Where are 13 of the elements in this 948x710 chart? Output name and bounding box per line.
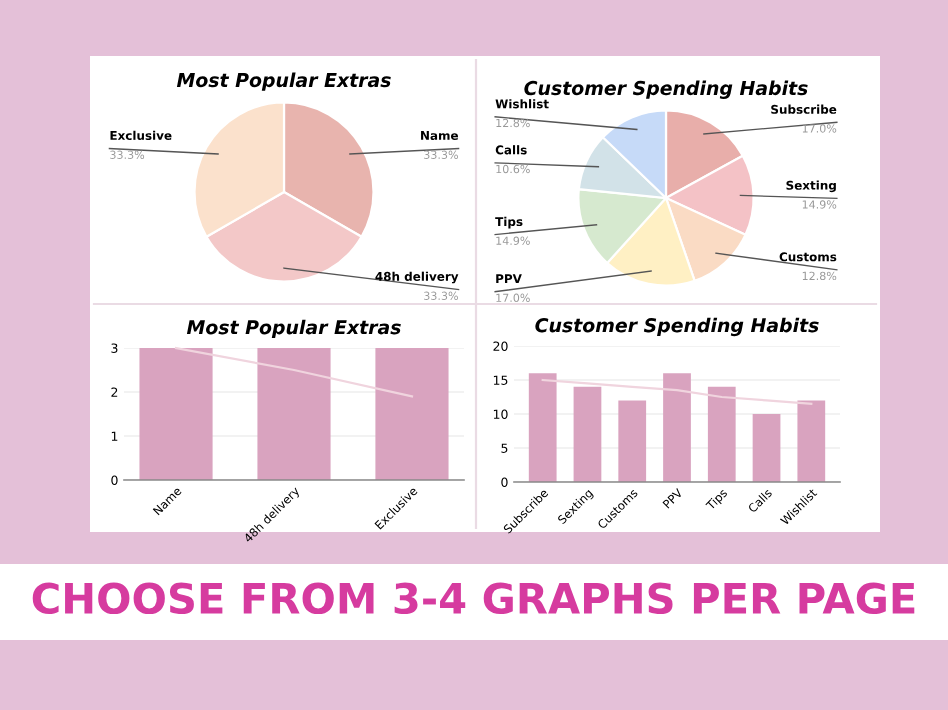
bar: [752, 414, 781, 482]
bar: [528, 373, 557, 482]
bar: [663, 373, 691, 482]
bar: [573, 386, 602, 482]
chart-title: Most Popular Extras: [186, 319, 401, 339]
bar: [797, 400, 826, 482]
chart-title: Most Popular Extras: [176, 72, 391, 91]
chart-title: Customer Spending Habits: [535, 317, 819, 337]
text: CHOOSE FROM 3-4 GRAPHS PER PAGE: [32, 582, 915, 615]
bar: [618, 400, 647, 482]
line-series: [541, 378, 813, 405]
chart-title: Customer Spending Habits: [524, 80, 808, 99]
bar: [707, 386, 736, 482]
